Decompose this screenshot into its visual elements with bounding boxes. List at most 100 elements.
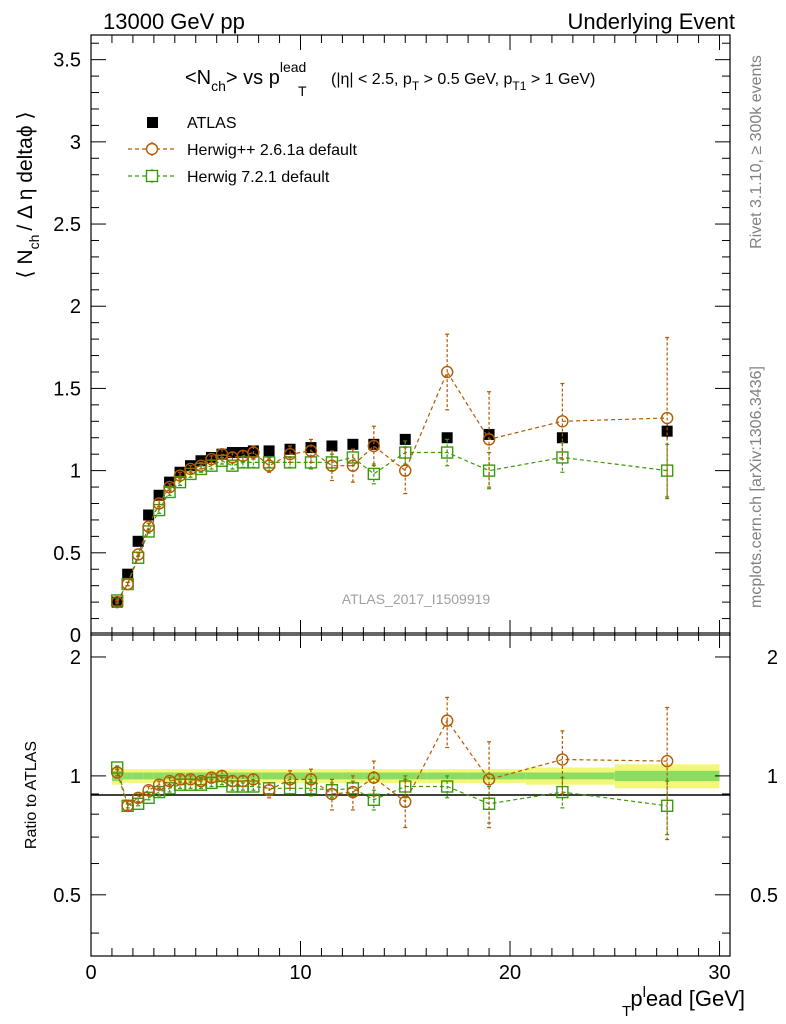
point-atlas	[399, 433, 411, 445]
point-herwigpp	[283, 447, 297, 461]
title-cuts-b-sub: T1	[512, 79, 526, 93]
ratio-ytick-label-left: 1	[70, 766, 81, 788]
band-inner-segment	[389, 772, 427, 780]
point-atlas	[441, 432, 453, 444]
series-line-herwigpp	[116, 370, 668, 603]
band-inner-segment	[468, 772, 526, 780]
point-herwigpp	[346, 459, 360, 472]
legend-label-herwig7: Herwig 7.2.1 default	[187, 169, 330, 186]
point-atlas	[122, 568, 134, 580]
point-atlas	[347, 438, 359, 450]
series-line-herwigpp-ratio	[116, 719, 668, 807]
main-title: <Nch> vs plead	[185, 59, 306, 94]
point-herwigpp	[304, 444, 318, 458]
main-ytick-label: 3.5	[53, 50, 81, 72]
point-herwigpp	[399, 464, 412, 477]
point-herwigpp-ratio	[346, 785, 360, 799]
point-atlas	[132, 535, 144, 547]
main-ytick-label: 1	[70, 461, 81, 483]
ylabel-pre: ⟨ N	[14, 249, 37, 278]
point-herwigpp	[173, 469, 187, 482]
main-ytick-label: 0	[70, 625, 81, 647]
legend-label-atlas: ATLAS	[187, 115, 237, 132]
point-atlas	[368, 438, 380, 450]
ratio-ytick-label-left: 0.5	[53, 885, 81, 907]
band-inner-segment	[132, 772, 144, 780]
point-atlas	[326, 440, 338, 452]
point-herwigpp-ratio	[142, 783, 155, 797]
band-inner-segment	[525, 772, 615, 780]
xlabel-sup: l	[643, 984, 646, 1001]
title-cuts-a: (|η| < 2.5, p	[331, 71, 412, 88]
title-cuts: (|η| < 2.5, pT > 0.5 GeV, pT1 > 1 GeV)	[331, 71, 595, 93]
main-ytick-label: 0.5	[53, 543, 81, 565]
point-atlas	[247, 445, 259, 457]
point-herwigpp	[367, 439, 381, 453]
point-herwig7	[440, 446, 454, 459]
point-herwigpp-ratio	[399, 795, 412, 808]
band-inner-segment	[143, 772, 154, 780]
point-herwigpp-ratio	[283, 773, 297, 786]
band-inner-segment	[248, 772, 262, 780]
band-inner-segment	[122, 772, 133, 780]
ylabel-post: / Δ η deltaϕ ⟩	[14, 111, 37, 230]
title-cuts-b: > 0.5 GeV, p	[419, 71, 512, 88]
point-herwigpp	[482, 433, 496, 446]
title-cuts-a-sub: T	[412, 79, 420, 93]
ratio-data-marks	[110, 696, 674, 841]
main-panel: 00.511.522.533.5 <Nch> vs plead T (|η| <…	[14, 34, 731, 647]
legend-marker-herwigpp	[145, 142, 159, 156]
point-herwigpp-ratio	[131, 791, 145, 805]
ratio-ytick-label-left: 2	[70, 647, 81, 669]
band-inner-segment	[614, 770, 720, 782]
point-herwig7-ratio	[367, 793, 381, 806]
x-axis-label: plead [GeV]	[630, 984, 745, 1011]
point-herwigpp-ratio	[367, 771, 381, 784]
ratio-ytick-label-right: 2	[767, 647, 778, 669]
point-herwigpp-ratio	[121, 799, 134, 813]
xtick-label: 10	[289, 962, 311, 984]
xtick-label: 0	[85, 962, 96, 984]
point-herwigpp	[325, 459, 339, 472]
main-data-marks	[110, 333, 674, 609]
point-herwigpp	[152, 497, 166, 510]
point-herwig7-ratio	[440, 780, 454, 793]
point-herwigpp	[262, 459, 276, 472]
xtick-label: 20	[499, 962, 521, 984]
band-inner-segment	[153, 772, 165, 780]
title-main-sub: ch	[211, 78, 226, 94]
point-herwigpp-ratio	[325, 787, 339, 801]
main-ytick-label: 3	[70, 132, 81, 154]
xlabel-sub: T	[622, 1003, 631, 1020]
point-herwigpp	[110, 595, 124, 609]
ratio-ylabel: Ratio to ATLAS	[23, 741, 40, 849]
point-herwig7-ratio	[304, 782, 318, 795]
rivet-label: Rivet 3.1.10, ≥ 300k events	[748, 55, 765, 249]
point-atlas	[153, 489, 165, 501]
ratio-ytick-label-right: 0.5	[750, 885, 778, 907]
point-atlas	[305, 442, 317, 454]
point-herwigpp	[556, 415, 569, 428]
header-right: Underlying Event	[567, 9, 735, 34]
point-herwigpp-ratio	[556, 753, 569, 766]
legend-marker-atlas	[147, 117, 158, 128]
legend-marker-herwig7	[145, 169, 159, 183]
point-herwig7	[262, 456, 276, 469]
main-axis-ticks: 0 0.5 1 1.5 2 2.5 3 3.5	[53, 35, 730, 647]
point-herwigpp	[194, 459, 208, 472]
ratio-frame	[90, 632, 731, 957]
point-herwigpp	[205, 452, 218, 466]
ratio-panel: 0.5 0.51 12 20 10 20 30 Ratio to ATLAS plead […	[23, 632, 778, 1020]
xlabel-pre: p	[630, 986, 642, 1011]
point-herwigpp-ratio	[110, 766, 124, 779]
point-atlas	[661, 425, 673, 437]
title-sup: lead	[280, 59, 306, 75]
title-mid: > vs p	[226, 67, 280, 89]
ratio-ytick-label-right: 1	[767, 766, 778, 788]
point-herwigpp-ratio	[215, 769, 229, 783]
point-herwigpp-ratio	[247, 773, 260, 786]
main-ylabel: ⟨ Nch / Δ η deltaϕ ⟩	[14, 111, 42, 278]
ylabel-sub: ch	[26, 235, 42, 250]
